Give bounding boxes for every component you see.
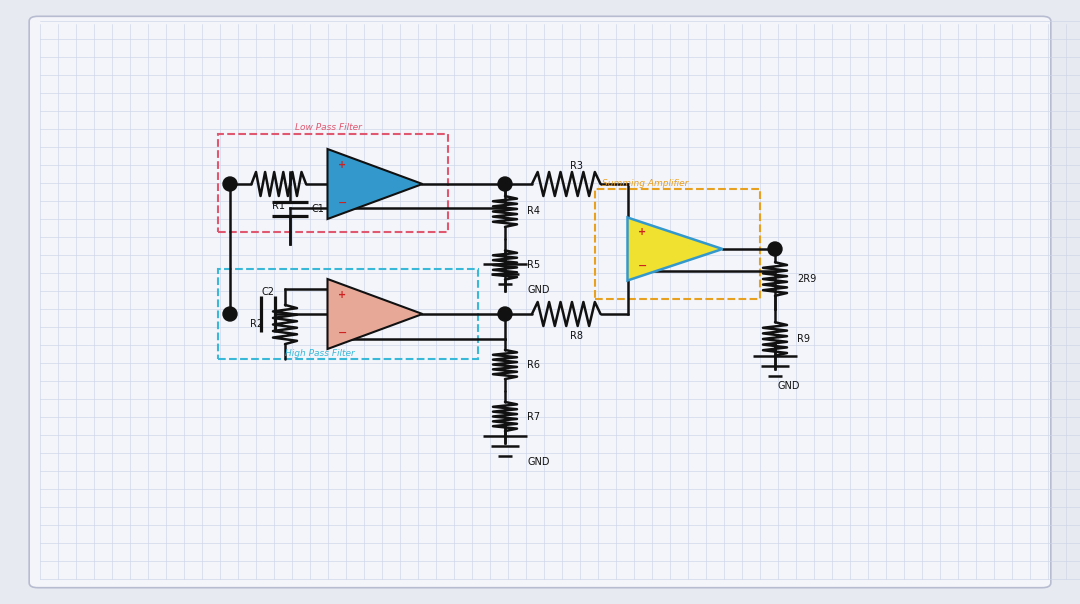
Text: −: − bbox=[638, 261, 647, 271]
Bar bbox=[218, 134, 448, 232]
Text: R6: R6 bbox=[527, 359, 540, 370]
Polygon shape bbox=[327, 149, 422, 219]
Circle shape bbox=[498, 307, 512, 321]
Text: GND: GND bbox=[777, 381, 799, 391]
Circle shape bbox=[222, 307, 237, 321]
Text: +: + bbox=[338, 290, 347, 300]
Text: Summing Amplifier: Summing Amplifier bbox=[602, 179, 688, 188]
Circle shape bbox=[498, 177, 512, 191]
Text: GND: GND bbox=[527, 457, 550, 467]
Text: R9: R9 bbox=[797, 334, 810, 344]
Circle shape bbox=[768, 242, 782, 256]
Text: C1: C1 bbox=[312, 204, 325, 214]
Polygon shape bbox=[327, 279, 422, 349]
Bar bbox=[595, 189, 760, 299]
Text: R4: R4 bbox=[527, 207, 540, 216]
Text: −: − bbox=[338, 198, 347, 208]
Text: R8: R8 bbox=[570, 331, 583, 341]
Text: +: + bbox=[638, 227, 647, 237]
Text: R3: R3 bbox=[570, 161, 583, 171]
Text: R7: R7 bbox=[527, 411, 540, 422]
Text: −: − bbox=[338, 328, 347, 338]
Text: C2: C2 bbox=[261, 287, 274, 297]
Text: GND: GND bbox=[527, 285, 550, 295]
Text: +: + bbox=[338, 160, 347, 170]
Text: Low Pass Filter: Low Pass Filter bbox=[295, 123, 362, 132]
Text: R5: R5 bbox=[527, 260, 540, 270]
Text: High Pass Filter: High Pass Filter bbox=[285, 349, 354, 358]
Polygon shape bbox=[627, 217, 723, 280]
Text: 2R9: 2R9 bbox=[797, 274, 816, 284]
Text: R2: R2 bbox=[249, 320, 264, 330]
Bar bbox=[218, 269, 478, 359]
Text: R1: R1 bbox=[272, 201, 285, 211]
Circle shape bbox=[222, 177, 237, 191]
